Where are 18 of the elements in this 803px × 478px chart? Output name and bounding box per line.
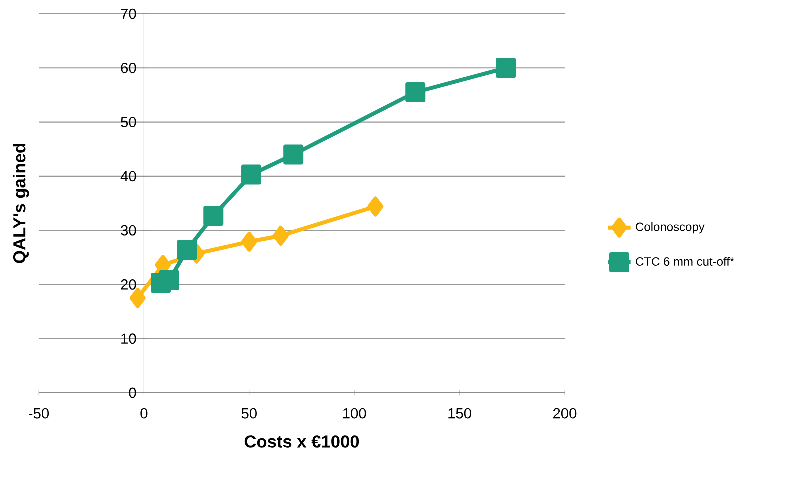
y-axis-title: QALY's gained bbox=[13, 144, 30, 264]
x-tick-label: 200 bbox=[553, 408, 577, 419]
y-tick-label: 0 bbox=[129, 388, 136, 398]
x-tick-label: -50 bbox=[29, 408, 50, 419]
y-tick-label: 40 bbox=[120, 171, 136, 182]
legend-label: CTC 6 mm cut-off* bbox=[636, 257, 734, 266]
x-tick-label: 50 bbox=[242, 408, 257, 419]
y-tick-label: 30 bbox=[121, 225, 136, 236]
y-tick-label: 10 bbox=[122, 334, 136, 344]
y-tick-label: 60 bbox=[121, 62, 136, 74]
x-tick-label: 0 bbox=[140, 408, 148, 419]
x-tick-label: 150 bbox=[448, 408, 472, 419]
y-tick-label: 20 bbox=[121, 280, 136, 290]
x-axis-title: Costs x €1000 bbox=[244, 436, 360, 448]
x-tick-label: 100 bbox=[343, 408, 366, 419]
y-tick-label: 50 bbox=[121, 117, 136, 128]
y-tick-label: 70 bbox=[121, 8, 136, 20]
legend-label: Colonoscopy bbox=[636, 222, 705, 234]
